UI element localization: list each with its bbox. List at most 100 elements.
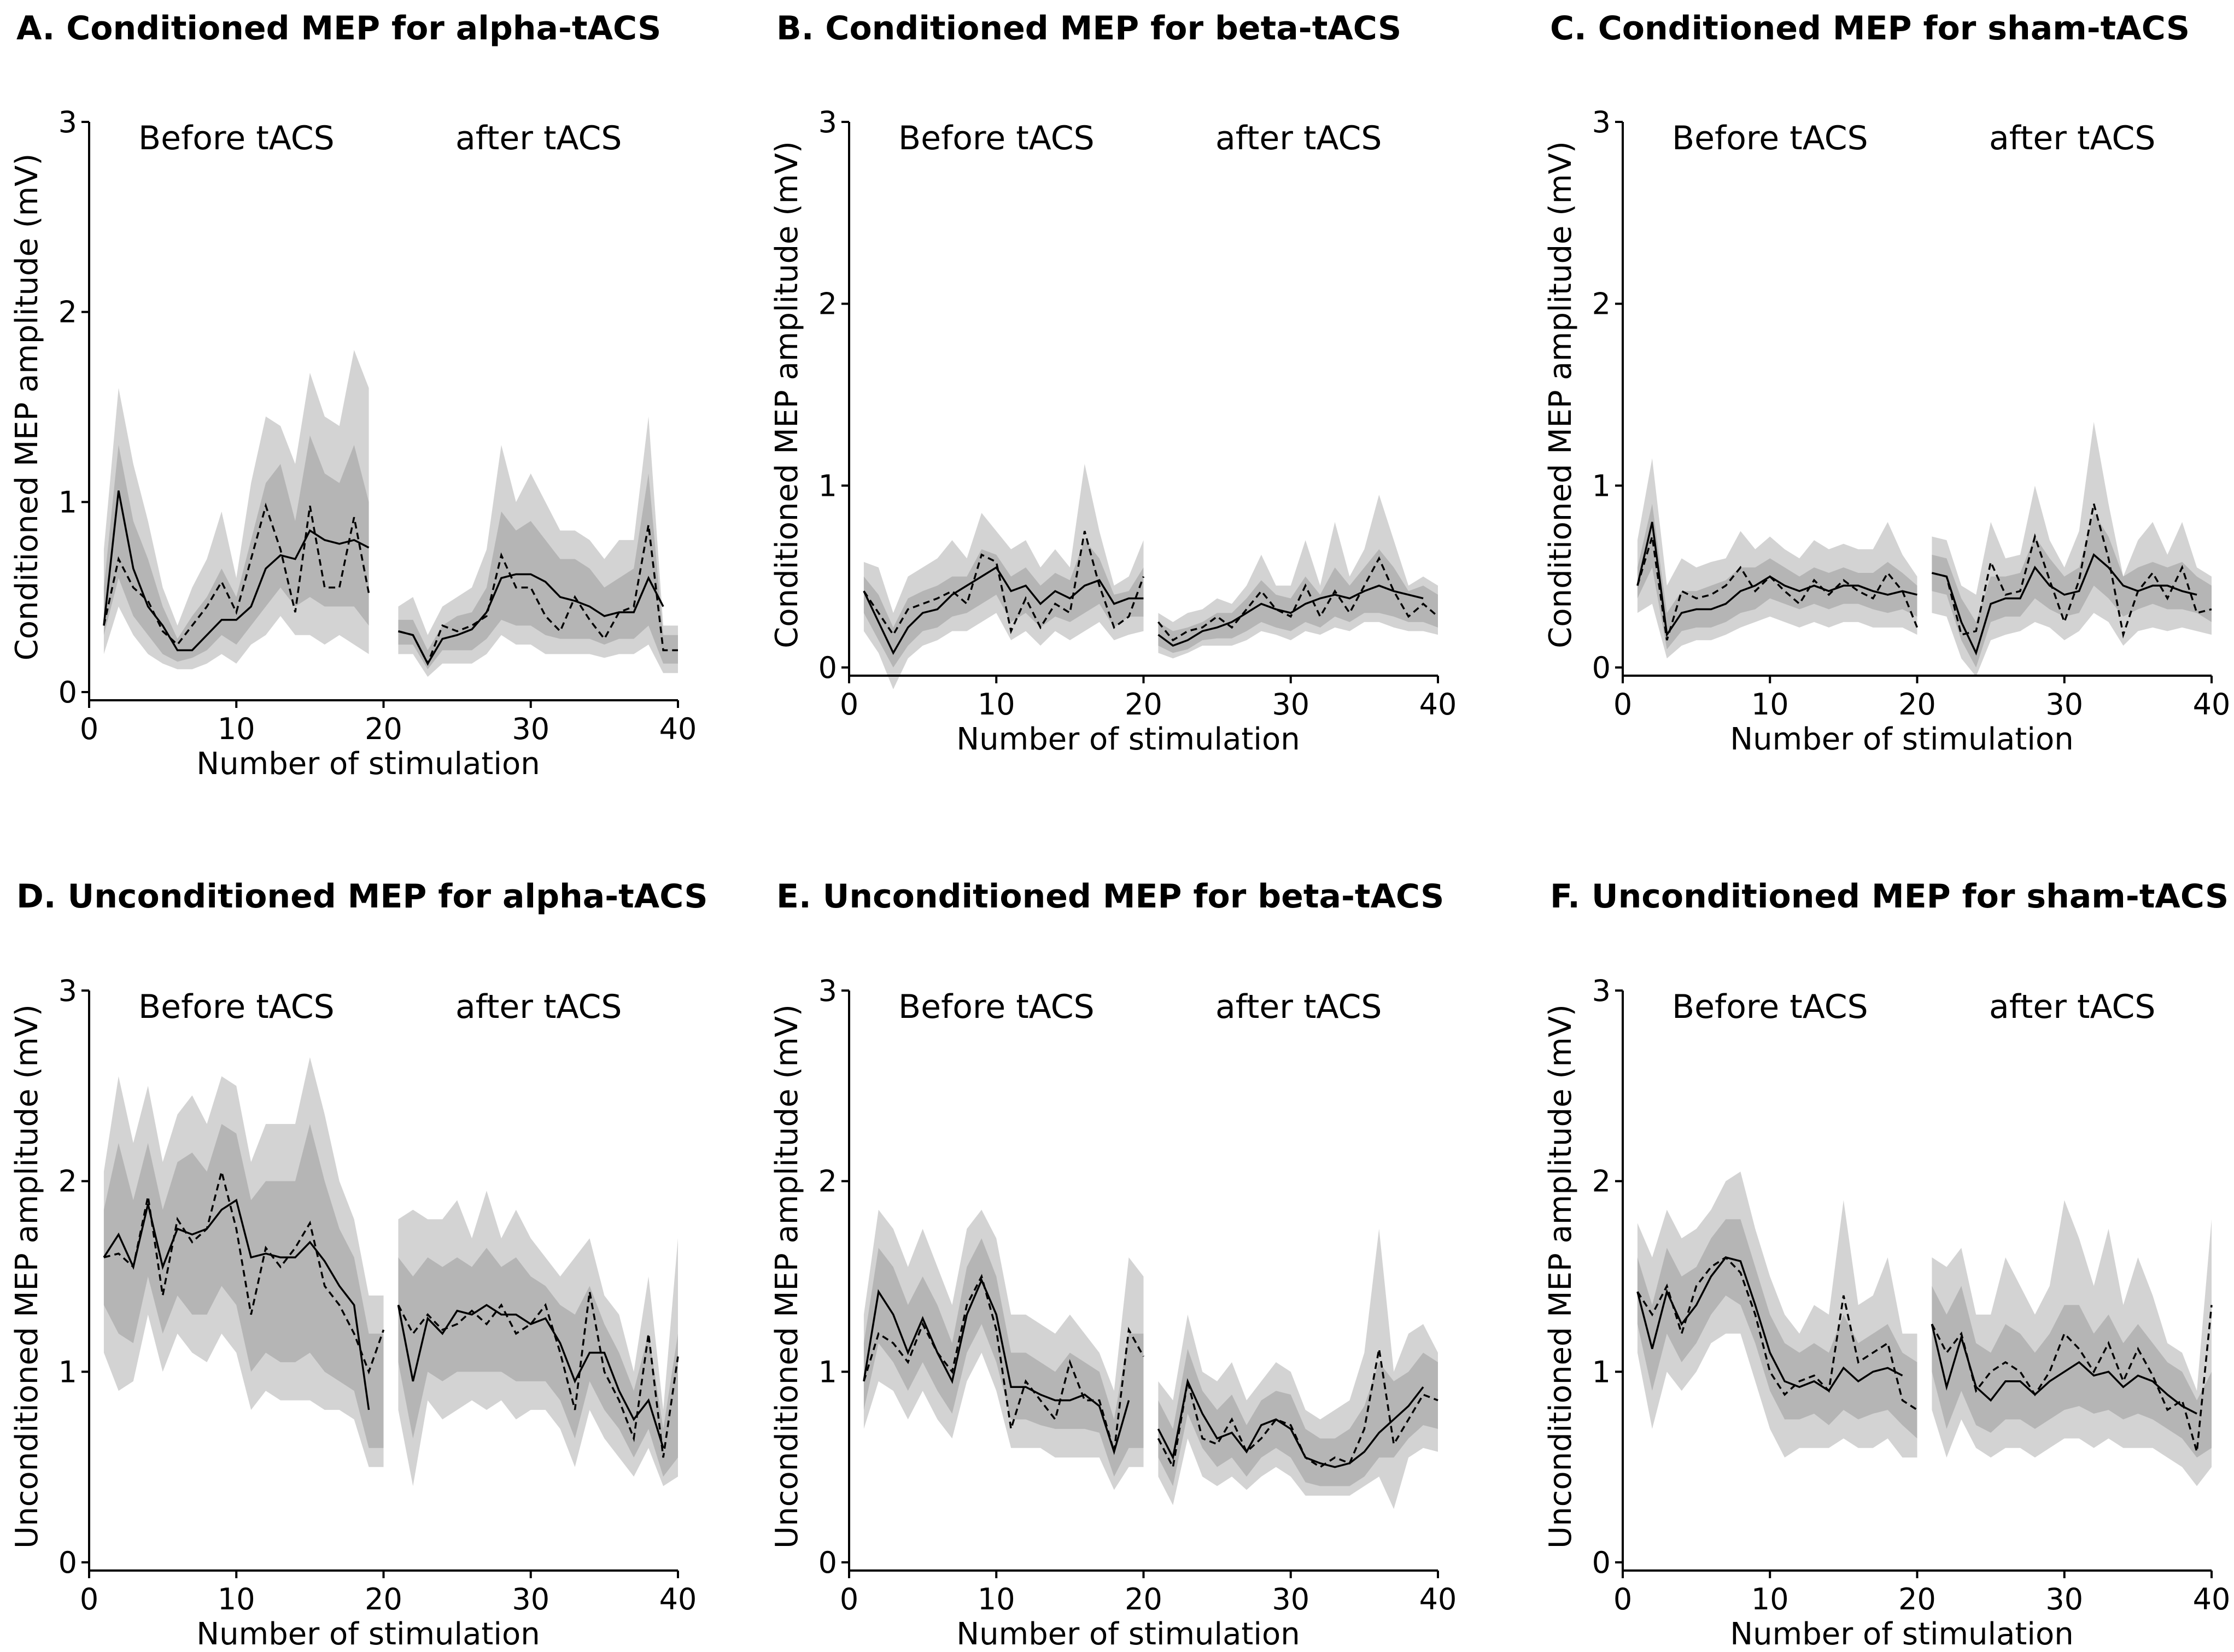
x-axis-label: Number of stimulation: [196, 1616, 540, 1652]
y-tick-label: 2: [818, 1164, 837, 1199]
y-tick-label: 2: [1592, 287, 1611, 321]
y-tick-label: 2: [818, 287, 837, 321]
x-tick-label: 0: [840, 1582, 858, 1616]
band-inner-before: [863, 1238, 1144, 1477]
y-tick-label: 3: [818, 105, 837, 139]
y-tick-label: 2: [59, 295, 77, 330]
x-tick-label: 0: [80, 1582, 98, 1616]
series-solid-after: [1932, 553, 2197, 656]
band-inner-after: [1932, 513, 2212, 667]
phase-label-before: Before tACS: [1672, 988, 1868, 1026]
x-tick-label: 40: [659, 712, 697, 746]
series-solid-before: [863, 566, 1144, 655]
y-tick-label: 1: [818, 468, 837, 503]
x-tick-label: 10: [978, 1582, 1015, 1616]
panel-e: E. Unconditioned MEP for beta-tACS 0 1 2 30 1…: [769, 877, 1457, 1652]
series-dashed-after: [397, 524, 678, 666]
panel-d: D. Unconditioned MEP for alpha-tACS01230…: [9, 877, 708, 1652]
series-dashed-before: [1636, 536, 1919, 641]
series-dashed-after: [397, 1291, 679, 1458]
phase-label-before: Before tACS: [898, 988, 1095, 1026]
x-axis-label: Number of stimulation: [1730, 1616, 2073, 1652]
phase-label-after: after tACS: [1989, 119, 2156, 157]
series-dashed-before: [1636, 1256, 1918, 1411]
series-dashed-after: [1157, 1349, 1438, 1471]
x-tick-label: 0: [80, 712, 98, 746]
x-tick-label: 0: [840, 687, 858, 722]
x-tick-label: 10: [218, 712, 255, 746]
series-dashed-after: [1157, 556, 1439, 642]
x-axis-label: Number of stimulation: [956, 722, 1300, 757]
x-tick-label: 10: [978, 687, 1015, 722]
x-tick-label: 0: [1613, 687, 1632, 722]
panel-title: F. Unconditioned MEP for sham-tACS: [1550, 877, 2229, 916]
y-tick-label: 0: [1592, 1545, 1611, 1580]
phase-label-before: Before tACS: [138, 119, 335, 157]
series-solid-before: [1636, 522, 1917, 637]
panel-title: B. Conditioned MEP for beta-tACS: [776, 9, 1401, 48]
y-tick-label: 0: [818, 651, 837, 685]
series-solid-after: [1157, 1378, 1424, 1468]
x-tick-label: 40: [659, 1582, 697, 1616]
y-tick-label: 1: [1592, 468, 1611, 503]
x-tick-label: 30: [2045, 1582, 2083, 1616]
y-axis-label: Conditioned MEP amplitude (mV): [1543, 141, 1578, 648]
series-dashed-before: [863, 531, 1145, 637]
series-solid-after: [1157, 584, 1424, 647]
x-tick-label: 10: [1751, 1582, 1789, 1616]
y-tick-label: 3: [59, 105, 77, 139]
band-inner-before: [103, 1124, 384, 1448]
band-inner-after: [1158, 549, 1438, 653]
y-tick-label: 3: [1592, 974, 1611, 1008]
series-dashed-after: [1932, 503, 2212, 638]
x-tick-label: 40: [2193, 1582, 2231, 1616]
x-tick-label: 30: [1272, 687, 1309, 722]
series-solid-before: [863, 1278, 1130, 1455]
x-tick-label: 20: [365, 1582, 402, 1616]
y-tick-label: 0: [59, 675, 77, 710]
x-tick-label: 10: [218, 1582, 255, 1616]
series-solid-after: [397, 1304, 664, 1449]
x-tick-label: 30: [2045, 687, 2083, 722]
y-axis-label: Unconditioned MEP amplitude (mV): [1543, 1004, 1578, 1549]
x-tick-label: 20: [1898, 1582, 1936, 1616]
y-tick-label: 3: [59, 974, 77, 1008]
y-tick-label: 3: [818, 974, 837, 1008]
x-axis-label: Number of stimulation: [196, 746, 540, 782]
x-tick-label: 20: [1898, 687, 1936, 722]
series-solid-before: [103, 490, 370, 652]
y-axis-label: Unconditioned MEP amplitude (mV): [769, 1004, 805, 1549]
x-tick-label: 30: [1272, 1582, 1309, 1616]
y-tick-label: 2: [1592, 1164, 1611, 1199]
band-inner-before: [103, 435, 369, 662]
panel-title: D. Unconditioned MEP for alpha-tACS: [16, 877, 708, 916]
phase-label-after: after tACS: [1215, 119, 1382, 157]
panel-title: E. Unconditioned MEP for beta-tACS: [776, 877, 1444, 916]
x-tick-label: 30: [512, 1582, 549, 1616]
x-tick-label: 0: [1613, 1582, 1632, 1616]
x-axis-label: Number of stimulation: [956, 1616, 1300, 1652]
panel-title: C. Conditioned MEP for sham-tACS: [1550, 9, 2190, 48]
band-inner-before: [1637, 1219, 1917, 1439]
y-axis-label: Unconditioned MEP amplitude (mV): [9, 1004, 45, 1549]
y-tick-label: 1: [1592, 1355, 1611, 1389]
x-tick-label: 20: [365, 712, 402, 746]
y-tick-label: 2: [59, 1164, 77, 1199]
phase-label-after: after tACS: [1215, 988, 1382, 1026]
phase-label-after: after tACS: [455, 988, 622, 1026]
x-axis-label: Number of stimulation: [1730, 722, 2073, 757]
y-tick-label: 1: [818, 1355, 837, 1389]
y-tick-label: 0: [59, 1545, 77, 1580]
panel-title: A. Conditioned MEP for alpha-tACS: [16, 9, 661, 48]
x-tick-label: 10: [1751, 687, 1789, 722]
series-dashed-before: [103, 502, 370, 646]
band-inner-after: [1932, 1286, 2212, 1458]
phase-label-before: Before tACS: [138, 988, 335, 1026]
y-tick-label: 1: [59, 485, 77, 519]
y-axis-label: Conditioned MEP amplitude (mV): [769, 141, 805, 648]
series-solid-before: [103, 1198, 370, 1410]
band-inner-after: [1158, 1349, 1438, 1486]
